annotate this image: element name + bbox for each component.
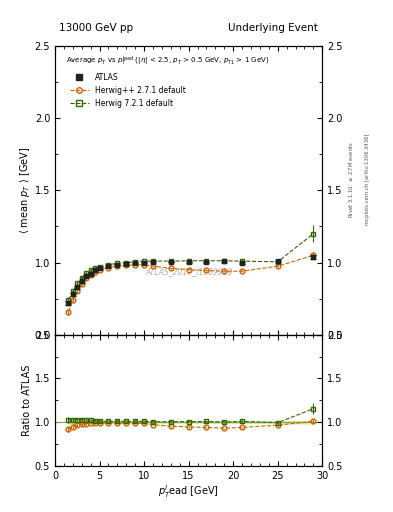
Legend: ATLAS, Herwig++ 2.7.1 default, Herwig 7.2.1 default: ATLAS, Herwig++ 2.7.1 default, Herwig 7.… bbox=[70, 73, 185, 108]
Y-axis label: $\langle$ mean $p_T$ $\rangle$ [GeV]: $\langle$ mean $p_T$ $\rangle$ [GeV] bbox=[18, 147, 32, 234]
Text: 13000 GeV pp: 13000 GeV pp bbox=[59, 23, 133, 33]
Text: Average $p_T$ vs $p_T^{\rm lead}$ ($|\eta|$ < 2.5, $p_T$ > 0.5 GeV, $p_{T1}$ > 1: Average $p_T$ vs $p_T^{\rm lead}$ ($|\et… bbox=[66, 55, 269, 68]
Y-axis label: Ratio to ATLAS: Ratio to ATLAS bbox=[22, 365, 32, 436]
X-axis label: $p_T^l$ead [GeV]: $p_T^l$ead [GeV] bbox=[158, 483, 219, 500]
Text: Rivet 3.1.10, $\geq$ 2.7M events: Rivet 3.1.10, $\geq$ 2.7M events bbox=[348, 141, 356, 218]
Text: Underlying Event: Underlying Event bbox=[228, 23, 318, 33]
Text: ATLAS_2017_I1509919: ATLAS_2017_I1509919 bbox=[145, 267, 232, 276]
Text: mcplots.cern.ch [arXiv:1306.3436]: mcplots.cern.ch [arXiv:1306.3436] bbox=[365, 134, 370, 225]
